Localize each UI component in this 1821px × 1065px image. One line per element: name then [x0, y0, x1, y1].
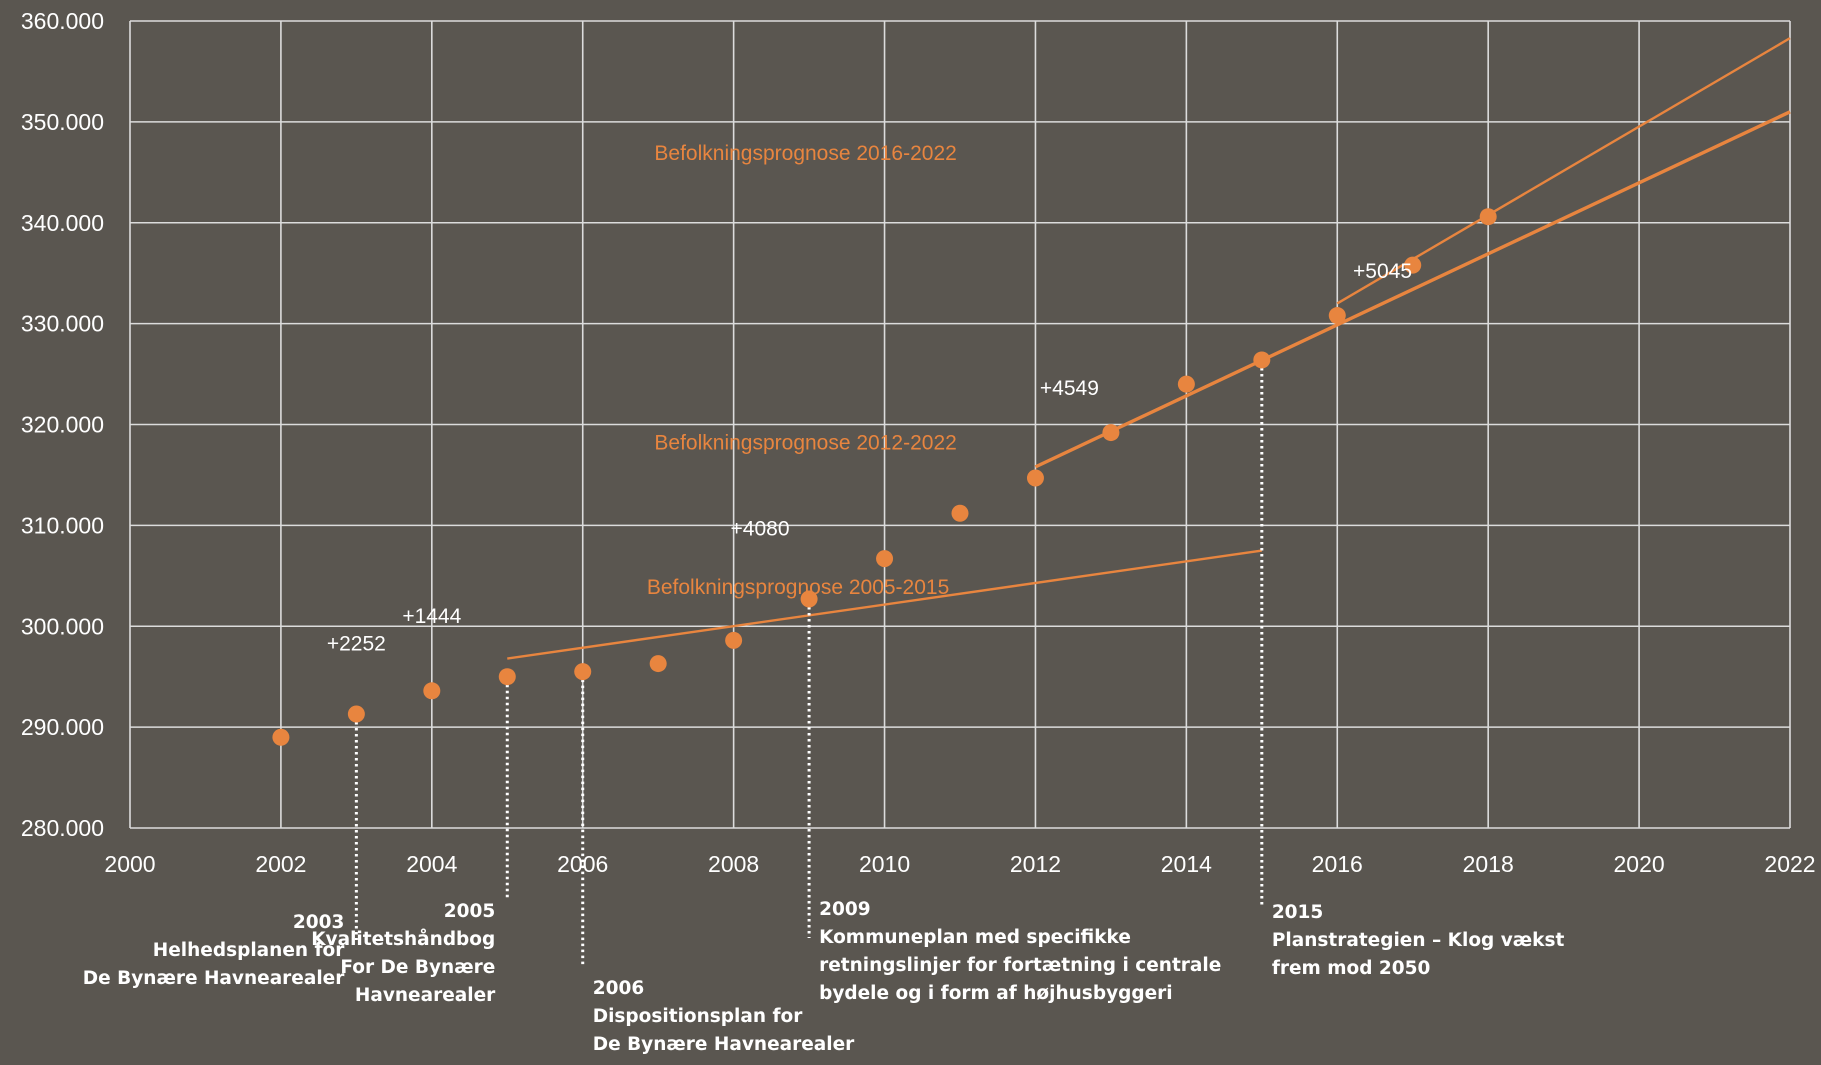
data-point	[649, 655, 667, 673]
data-point	[1253, 351, 1271, 369]
forecast-line	[507, 549, 1262, 660]
x-tick-label: 2000	[104, 851, 155, 877]
forecast-line	[1034, 110, 1791, 469]
milestone-year: 2015	[1272, 902, 1324, 923]
data-points	[272, 208, 1497, 746]
gridlines	[129, 20, 1791, 829]
data-point	[800, 590, 818, 608]
milestone-text: For De Bynære	[340, 957, 495, 978]
milestone-text: frem mod 2050	[1272, 958, 1431, 979]
milestone-text: Planstrategien – Klog vækst	[1272, 930, 1565, 951]
milestone-text: Kvalitetshåndbog	[311, 928, 495, 950]
y-tick-label: 340.000	[21, 210, 104, 236]
delta-annotation: +2252	[327, 632, 386, 655]
forecast-label: Befolkningsprognose 2005-2015	[647, 576, 949, 599]
x-tick-label: 2022	[1764, 851, 1815, 877]
milestone-year: 2009	[819, 899, 871, 920]
milestone-text: retningslinjer for fortætning i centrale	[819, 955, 1221, 976]
milestone-text: De Bynære Havnearealer	[83, 968, 345, 989]
delta-annotation: +1444	[402, 605, 461, 628]
forecast-label: Befolkningsprognose 2016-2022	[654, 142, 956, 165]
x-tick-label: 2014	[1161, 851, 1212, 877]
y-tick-label: 290.000	[21, 714, 104, 740]
x-tick-label: 2008	[708, 851, 759, 877]
milestone-text: Helhedsplanen for	[153, 940, 345, 961]
x-tick-label: 2018	[1463, 851, 1514, 877]
delta-annotation: +4080	[731, 517, 790, 540]
y-tick-label: 320.000	[21, 412, 104, 438]
axis-tick-labels: 280.000 290.000 300.000 310.000 320.000 330.0…	[21, 8, 1816, 877]
y-tick-label: 310.000	[21, 512, 104, 538]
milestone-text: bydele og i form af højhusbyggeri	[819, 983, 1173, 1004]
data-point	[1404, 256, 1422, 274]
forecast-label: Befolkningsprognose 2012-2022	[654, 432, 956, 455]
milestone-text: Havnearealer	[355, 985, 496, 1006]
data-point	[1102, 424, 1120, 442]
y-tick-label: 300.000	[21, 613, 104, 639]
x-tick-label: 2020	[1614, 851, 1665, 877]
milestone-year: 2003	[293, 912, 345, 933]
data-point	[574, 663, 592, 681]
data-point	[1328, 307, 1346, 325]
x-tick-label: 2016	[1312, 851, 1363, 877]
milestone-text: De Bynære Havnearealer	[593, 1034, 855, 1055]
x-tick-label: 2012	[1010, 851, 1061, 877]
milestone-year: 2006	[593, 978, 645, 999]
data-point	[725, 631, 743, 649]
data-point	[951, 504, 969, 522]
y-tick-label: 280.000	[21, 815, 104, 841]
y-tick-label: 350.000	[21, 109, 104, 135]
milestone-year: 2005	[444, 901, 496, 922]
data-point	[1026, 469, 1044, 487]
data-point	[1177, 375, 1195, 393]
data-point	[1479, 208, 1497, 226]
milestone-text: Dispositionsplan for	[593, 1006, 804, 1027]
data-point	[876, 550, 894, 568]
data-point	[347, 705, 365, 723]
annotations: Befolkningsprognose 2005-2015 Befolknings…	[83, 142, 1565, 1055]
data-point	[498, 668, 516, 686]
y-tick-label: 330.000	[21, 311, 104, 337]
x-tick-label: 2002	[255, 851, 306, 877]
delta-annotation: +4549	[1040, 377, 1099, 400]
milestone-markers	[354, 367, 1264, 967]
data-point	[272, 728, 290, 746]
data-point	[423, 682, 441, 700]
y-tick-label: 360.000	[21, 8, 104, 34]
delta-annotation: +5045	[1353, 260, 1412, 283]
x-tick-label: 2010	[859, 851, 910, 877]
milestone-text: Kommuneplan med specifikke	[819, 927, 1131, 948]
x-tick-label: 2004	[406, 851, 457, 877]
